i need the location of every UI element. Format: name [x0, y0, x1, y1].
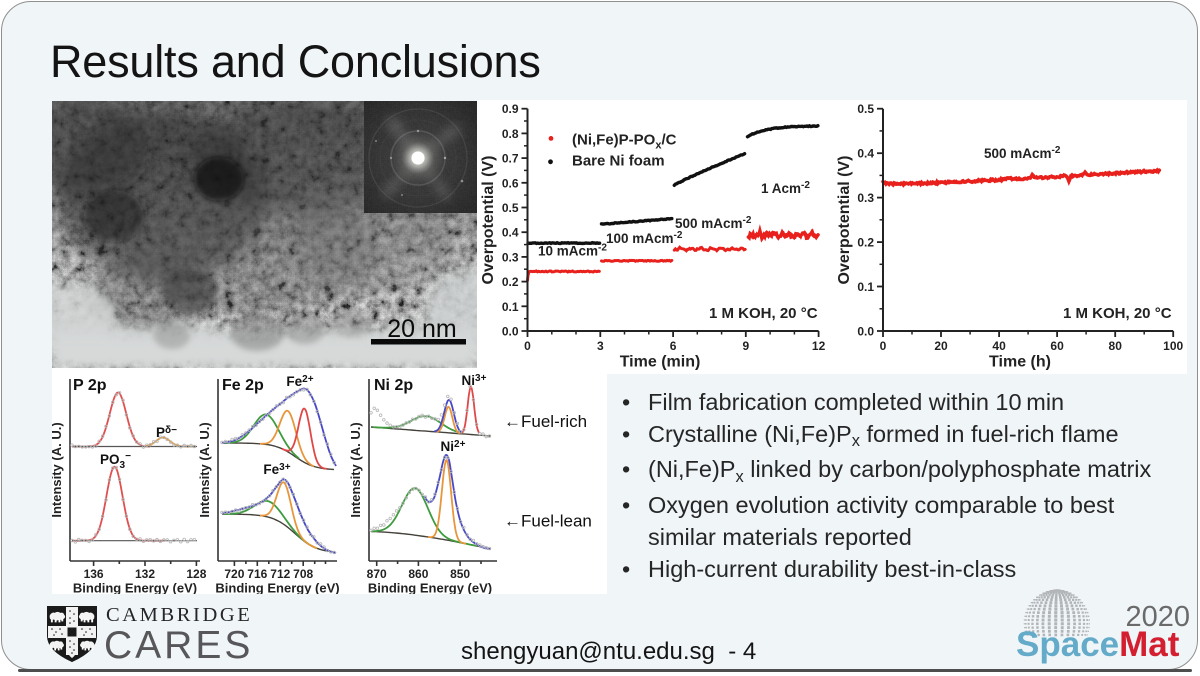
svg-text:40: 40 [992, 339, 1006, 353]
svg-text:0.1: 0.1 [502, 300, 519, 314]
svg-text:20: 20 [934, 339, 948, 353]
svg-text:0.1: 0.1 [857, 280, 874, 294]
svg-text:1 M KOH, 20 °C: 1 M KOH, 20 °C [709, 305, 818, 322]
svg-text:870: 870 [367, 567, 387, 581]
svg-text:Binding Energy (eV): Binding Energy (eV) [215, 581, 339, 595]
svg-text:Ni2+: Ni2+ [441, 439, 466, 454]
svg-text:100: 100 [1163, 339, 1183, 353]
svg-text:Binding Energy (eV): Binding Energy (eV) [368, 581, 492, 595]
svg-text:136: 136 [84, 567, 104, 581]
svg-text:0.2: 0.2 [857, 236, 874, 250]
svg-text:10 mAcm-2: 10 mAcm-2 [538, 243, 607, 259]
svg-text:0.3: 0.3 [857, 191, 874, 205]
svg-text:1 M KOH, 20 °C: 1 M KOH, 20 °C [1063, 305, 1172, 322]
svg-text:←Fuel-rich: ←Fuel-rich [504, 412, 587, 431]
svg-text:Intensity (A. U.): Intensity (A. U.) [348, 422, 363, 517]
svg-text:Overpotential (V): Overpotential (V) [480, 156, 497, 285]
svg-text:0: 0 [524, 339, 531, 353]
svg-text:716: 716 [247, 567, 267, 581]
svg-text:2020: 2020 [1125, 601, 1190, 633]
svg-text:0.7: 0.7 [502, 152, 519, 166]
svg-text:Fe 2p: Fe 2p [222, 377, 264, 394]
svg-text:Fe2+: Fe2+ [286, 374, 313, 389]
svg-text:Ni 2p: Ni 2p [374, 377, 413, 394]
svg-text:0.0: 0.0 [857, 325, 874, 339]
svg-text:860: 860 [408, 567, 428, 581]
svg-text:0.5: 0.5 [502, 201, 519, 215]
svg-text:12: 12 [812, 339, 826, 353]
svg-text:80: 80 [1109, 339, 1123, 353]
svg-text:128: 128 [186, 567, 206, 581]
svg-text:Ni3+: Ni3+ [462, 373, 487, 388]
svg-text:(Ni,Fe)P-POx/C: (Ni,Fe)P-POx/C [572, 132, 677, 152]
svg-text:6: 6 [670, 339, 677, 353]
svg-text:720: 720 [224, 567, 244, 581]
svg-text:←Fuel-lean: ←Fuel-lean [504, 512, 592, 531]
svg-text:Overpotential (V): Overpotential (V) [836, 156, 853, 285]
svg-text:0.8: 0.8 [502, 127, 519, 141]
svg-text:SpaceMat: SpaceMat [1016, 625, 1180, 664]
svg-text:Time (h): Time (h) [989, 354, 1051, 371]
svg-text:Time (min): Time (min) [620, 354, 701, 371]
svg-text:Binding Energy (eV): Binding Energy (eV) [73, 581, 197, 595]
svg-text:3: 3 [597, 339, 604, 353]
svg-text:Intensity (A. U.): Intensity (A. U.) [197, 422, 212, 517]
svg-text:0: 0 [880, 339, 887, 353]
svg-text:0.5: 0.5 [857, 102, 874, 116]
svg-text:1 Acm-2: 1 Acm-2 [761, 180, 810, 196]
svg-text:P 2p: P 2p [73, 377, 107, 394]
svg-text:9: 9 [742, 339, 749, 353]
svg-text:0.4: 0.4 [857, 147, 874, 161]
svg-text:0.6: 0.6 [502, 176, 519, 190]
svg-text:708: 708 [293, 567, 313, 581]
svg-text:Fe3+: Fe3+ [263, 462, 290, 477]
svg-text:Bare Ni foam: Bare Ni foam [572, 153, 665, 170]
svg-text:850: 850 [450, 567, 470, 581]
svg-text:0.9: 0.9 [502, 102, 519, 116]
svg-text:100 mAcm-2: 100 mAcm-2 [606, 230, 683, 246]
svg-text:0.4: 0.4 [502, 226, 519, 240]
svg-text:132: 132 [135, 567, 155, 581]
svg-text:500 mAcm-2: 500 mAcm-2 [984, 145, 1061, 161]
svg-text:500 mAcm-2: 500 mAcm-2 [675, 215, 752, 231]
svg-text:Intensity (A. U.): Intensity (A. U.) [52, 422, 64, 517]
svg-text:0.0: 0.0 [502, 325, 519, 339]
svg-text:20 nm: 20 nm [387, 315, 456, 343]
svg-text:60: 60 [1050, 339, 1064, 353]
svg-text:0.3: 0.3 [502, 250, 519, 264]
svg-text:712: 712 [270, 567, 290, 581]
svg-text:0.2: 0.2 [502, 275, 519, 289]
